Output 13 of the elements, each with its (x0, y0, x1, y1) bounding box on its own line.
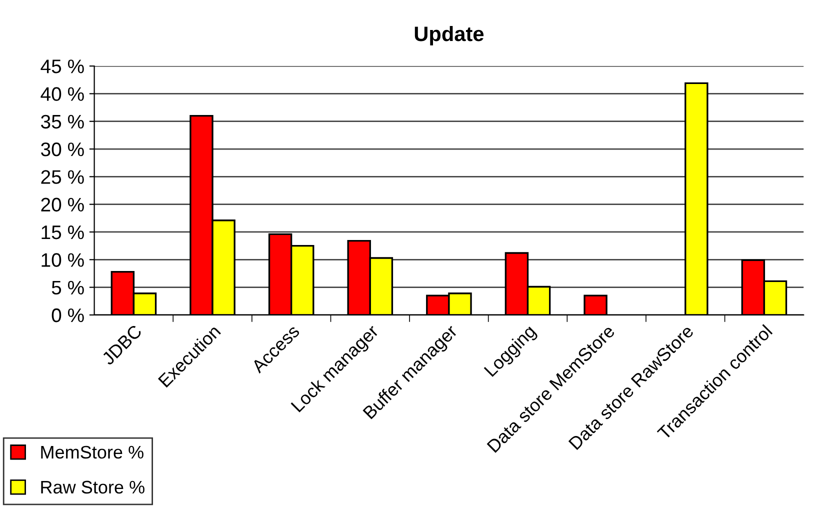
y-tick-label: 35 % (41, 114, 84, 129)
y-tick-label: 15 % (42, 226, 84, 240)
y-tick-label: 0 % (52, 308, 84, 322)
legend-label: MemStore % (41, 446, 144, 459)
y-tick-label: 10 % (42, 253, 84, 267)
y-tick-label: 45 % (40, 60, 84, 74)
chart-title: Update (414, 26, 484, 46)
y-tick-label: 5 % (52, 280, 84, 295)
legend-label: Raw Store % (41, 480, 144, 494)
y-tick-label: 20 % (41, 198, 84, 212)
y-tick-label: 25 % (41, 170, 84, 184)
y-tick-label: 30 % (41, 142, 84, 156)
y-tick-label: 40 % (40, 87, 84, 101)
